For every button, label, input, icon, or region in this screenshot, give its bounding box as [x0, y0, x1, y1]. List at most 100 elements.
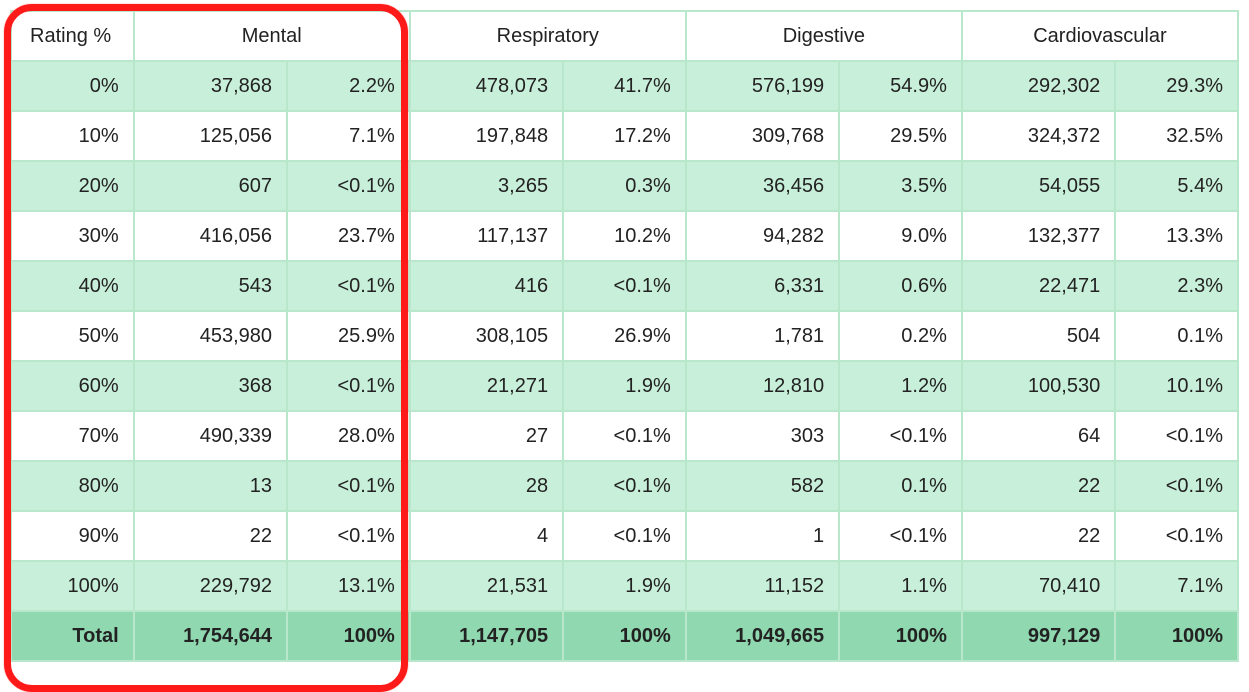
- cell-digestive-pct: 3.5%: [839, 161, 962, 211]
- cell-digestive-pct: 0.1%: [839, 461, 962, 511]
- cell-cardiovascular-count: 64: [962, 411, 1115, 461]
- cell-cardiovascular-pct: 10.1%: [1115, 361, 1238, 411]
- cell-digestive-pct: 1.1%: [839, 561, 962, 611]
- cell-digestive-count: 12,810: [686, 361, 839, 411]
- cell-cardiovascular-pct: 0.1%: [1115, 311, 1238, 361]
- cell-respiratory-count: 308,105: [410, 311, 563, 361]
- table-row: 70%490,33928.0%27<0.1%303<0.1%64<0.1%: [11, 411, 1238, 461]
- table-container: Rating % Mental Respiratory Digestive Ca…: [10, 10, 1239, 662]
- cell-total-cardiovascular-count: 997,129: [962, 611, 1115, 661]
- cell-respiratory-count: 3,265: [410, 161, 563, 211]
- ratings-table: Rating % Mental Respiratory Digestive Ca…: [10, 10, 1239, 662]
- cell-total-digestive-count: 1,049,665: [686, 611, 839, 661]
- table-row: 80%13<0.1%28<0.1%5820.1%22<0.1%: [11, 461, 1238, 511]
- cell-digestive-count: 1,781: [686, 311, 839, 361]
- cell-mental-count: 368: [134, 361, 287, 411]
- cell-total-respiratory-pct: 100%: [563, 611, 686, 661]
- cell-digestive-count: 94,282: [686, 211, 839, 261]
- cell-digestive-pct: 1.2%: [839, 361, 962, 411]
- cell-total-respiratory-count: 1,147,705: [410, 611, 563, 661]
- cell-rating: 90%: [11, 511, 134, 561]
- cell-cardiovascular-pct: <0.1%: [1115, 411, 1238, 461]
- cell-rating: 70%: [11, 411, 134, 461]
- cell-respiratory-pct: 26.9%: [563, 311, 686, 361]
- cell-total-digestive-pct: 100%: [839, 611, 962, 661]
- table-row: 60%368<0.1%21,2711.9%12,8101.2%100,53010…: [11, 361, 1238, 411]
- col-header-digestive: Digestive: [686, 11, 962, 61]
- cell-respiratory-pct: 17.2%: [563, 111, 686, 161]
- cell-mental-count: 607: [134, 161, 287, 211]
- cell-respiratory-pct: <0.1%: [563, 411, 686, 461]
- cell-cardiovascular-pct: 29.3%: [1115, 61, 1238, 111]
- cell-mental-pct: 2.2%: [287, 61, 410, 111]
- cell-respiratory-count: 117,137: [410, 211, 563, 261]
- cell-cardiovascular-count: 22,471: [962, 261, 1115, 311]
- cell-cardiovascular-pct: 5.4%: [1115, 161, 1238, 211]
- cell-cardiovascular-count: 324,372: [962, 111, 1115, 161]
- cell-cardiovascular-pct: 32.5%: [1115, 111, 1238, 161]
- cell-mental-pct: <0.1%: [287, 361, 410, 411]
- cell-respiratory-pct: <0.1%: [563, 511, 686, 561]
- cell-cardiovascular-count: 22: [962, 511, 1115, 561]
- cell-cardiovascular-count: 132,377: [962, 211, 1115, 261]
- cell-cardiovascular-pct: <0.1%: [1115, 511, 1238, 561]
- cell-digestive-pct: 29.5%: [839, 111, 962, 161]
- table-row: 20%607<0.1%3,2650.3%36,4563.5%54,0555.4%: [11, 161, 1238, 211]
- cell-mental-pct: <0.1%: [287, 161, 410, 211]
- cell-rating: 80%: [11, 461, 134, 511]
- cell-digestive-count: 1: [686, 511, 839, 561]
- cell-respiratory-count: 27: [410, 411, 563, 461]
- cell-respiratory-pct: 1.9%: [563, 561, 686, 611]
- cell-rating: 40%: [11, 261, 134, 311]
- cell-mental-count: 490,339: [134, 411, 287, 461]
- cell-cardiovascular-count: 22: [962, 461, 1115, 511]
- cell-digestive-pct: 9.0%: [839, 211, 962, 261]
- table-row: 50%453,98025.9%308,10526.9%1,7810.2%5040…: [11, 311, 1238, 361]
- cell-mental-count: 453,980: [134, 311, 287, 361]
- cell-rating: 20%: [11, 161, 134, 211]
- cell-digestive-count: 6,331: [686, 261, 839, 311]
- cell-mental-pct: 13.1%: [287, 561, 410, 611]
- cell-digestive-count: 36,456: [686, 161, 839, 211]
- col-header-rating: Rating %: [11, 11, 134, 61]
- cell-respiratory-pct: 1.9%: [563, 361, 686, 411]
- cell-total-mental-count: 1,754,644: [134, 611, 287, 661]
- cell-digestive-pct: 0.6%: [839, 261, 962, 311]
- cell-mental-pct: <0.1%: [287, 461, 410, 511]
- cell-total-label: Total: [11, 611, 134, 661]
- cell-digestive-pct: <0.1%: [839, 411, 962, 461]
- table-row: 100%229,79213.1%21,5311.9%11,1521.1%70,4…: [11, 561, 1238, 611]
- cell-respiratory-pct: 41.7%: [563, 61, 686, 111]
- cell-mental-pct: 7.1%: [287, 111, 410, 161]
- cell-respiratory-count: 416: [410, 261, 563, 311]
- cell-cardiovascular-count: 504: [962, 311, 1115, 361]
- cell-rating: 10%: [11, 111, 134, 161]
- cell-digestive-count: 11,152: [686, 561, 839, 611]
- col-header-mental: Mental: [134, 11, 410, 61]
- cell-respiratory-count: 197,848: [410, 111, 563, 161]
- cell-rating: 50%: [11, 311, 134, 361]
- cell-rating: 30%: [11, 211, 134, 261]
- cell-cardiovascular-count: 70,410: [962, 561, 1115, 611]
- table-total-row: Total1,754,644100%1,147,705100%1,049,665…: [11, 611, 1238, 661]
- cell-digestive-pct: 54.9%: [839, 61, 962, 111]
- cell-digestive-count: 576,199: [686, 61, 839, 111]
- cell-mental-count: 543: [134, 261, 287, 311]
- cell-mental-count: 13: [134, 461, 287, 511]
- cell-rating: 60%: [11, 361, 134, 411]
- table-row: 0%37,8682.2%478,07341.7%576,19954.9%292,…: [11, 61, 1238, 111]
- table-header-row: Rating % Mental Respiratory Digestive Ca…: [11, 11, 1238, 61]
- cell-cardiovascular-pct: 7.1%: [1115, 561, 1238, 611]
- cell-respiratory-count: 21,531: [410, 561, 563, 611]
- cell-cardiovascular-pct: 13.3%: [1115, 211, 1238, 261]
- cell-mental-count: 229,792: [134, 561, 287, 611]
- cell-cardiovascular-count: 292,302: [962, 61, 1115, 111]
- cell-mental-pct: <0.1%: [287, 511, 410, 561]
- cell-mental-count: 22: [134, 511, 287, 561]
- cell-respiratory-pct: <0.1%: [563, 261, 686, 311]
- cell-digestive-count: 303: [686, 411, 839, 461]
- table-row: 30%416,05623.7%117,13710.2%94,2829.0%132…: [11, 211, 1238, 261]
- table-row: 90%22<0.1%4<0.1%1<0.1%22<0.1%: [11, 511, 1238, 561]
- cell-respiratory-pct: 0.3%: [563, 161, 686, 211]
- col-header-respiratory: Respiratory: [410, 11, 686, 61]
